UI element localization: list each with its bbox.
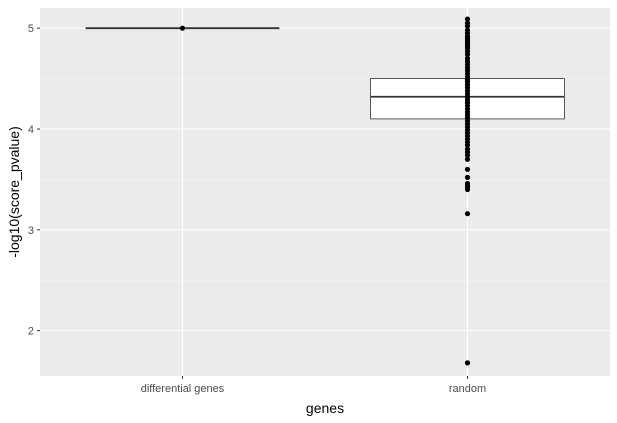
x-axis: differential genes random [141, 376, 486, 395]
data-point [464, 142, 471, 148]
data-point [464, 174, 471, 180]
y-tick-label: 3 [28, 225, 34, 237]
data-point [464, 211, 471, 217]
data-point [464, 16, 471, 22]
data-point [464, 166, 471, 172]
y-tick-label: 2 [28, 326, 34, 338]
y-tick-label: 4 [28, 124, 34, 136]
data-point [464, 152, 471, 158]
data-point [464, 156, 471, 162]
y-axis-title: -log10(score_pvalue) [6, 126, 22, 258]
x-tick-label: differential genes [141, 383, 225, 395]
x-tick-label: random [449, 383, 486, 395]
points-layer [179, 16, 471, 366]
x-axis-title: genes [306, 400, 344, 416]
data-point [464, 186, 471, 193]
y-tick-label: 5 [28, 23, 34, 35]
data-point [464, 360, 471, 366]
panel-background [40, 8, 610, 376]
y-axis: 2 3 4 5 [28, 23, 40, 338]
data-point [464, 23, 471, 29]
data-point [464, 51, 471, 57]
data-point [179, 25, 186, 31]
